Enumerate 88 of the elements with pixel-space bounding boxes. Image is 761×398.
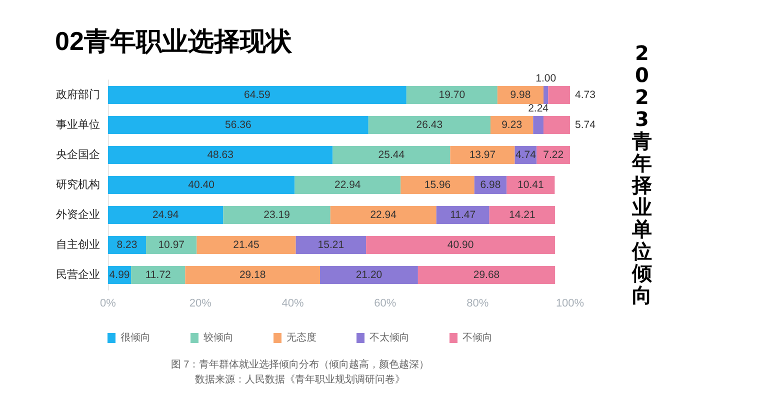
bar xyxy=(548,86,570,104)
data-label: 22.94 xyxy=(334,179,361,191)
data-label: 6.98 xyxy=(480,179,501,191)
bar xyxy=(400,176,474,194)
bar xyxy=(108,86,406,104)
bar xyxy=(320,266,418,284)
caption: 图 7：青年群体就业选择倾向分布（倾向越高，颜色越深） xyxy=(170,358,430,370)
data-label: 29.18 xyxy=(239,269,266,281)
bar xyxy=(108,116,368,134)
bar xyxy=(418,266,556,284)
data-label: 56.36 xyxy=(225,119,252,131)
data-label: 9.23 xyxy=(502,119,522,131)
data-label: 19.70 xyxy=(438,89,466,101)
bar xyxy=(506,176,555,194)
y-tick-label: 事业单位 xyxy=(56,118,100,131)
x-tick-label: 100% xyxy=(556,298,584,310)
data-label: 25.44 xyxy=(378,149,405,161)
data-label: 1.00 xyxy=(536,72,556,84)
bar xyxy=(450,146,515,164)
chart-title: 02青年职业选择现状 xyxy=(55,26,293,56)
bar xyxy=(185,266,320,284)
bar xyxy=(544,86,548,104)
bar xyxy=(366,236,556,254)
x-tick-label: 0% xyxy=(100,298,116,310)
data-label: 4.99 xyxy=(109,269,130,281)
x-tick-label: 60% xyxy=(374,298,396,310)
x-tick-label: 40% xyxy=(282,298,304,310)
y-tick-label: 政府部门 xyxy=(56,88,100,101)
y-tick-label: 自主创业 xyxy=(56,238,100,251)
y-tick-label: 民营企业 xyxy=(56,268,100,281)
legend-label: 不倾向 xyxy=(462,332,492,344)
data-label: 13.97 xyxy=(469,149,496,161)
data-label: 22.94 xyxy=(370,209,397,221)
data-label: 48.63 xyxy=(207,149,234,161)
data-label: 7.22 xyxy=(543,149,564,161)
bar xyxy=(108,206,224,224)
data-label: 24.94 xyxy=(152,209,179,221)
data-label: 14.21 xyxy=(509,209,536,221)
bar xyxy=(489,206,555,224)
bar xyxy=(368,116,490,134)
legend-label: 较倾向 xyxy=(204,332,234,344)
data-label: 21.20 xyxy=(356,269,382,281)
data-label: 15.21 xyxy=(318,239,344,251)
data-label: 10.41 xyxy=(518,179,544,191)
text: 2023青年择业单位倾向 xyxy=(632,41,652,307)
y-tick-label: 央企国企 xyxy=(56,148,100,161)
data-label: 40.90 xyxy=(447,239,474,251)
legend-label: 很倾向 xyxy=(120,332,150,344)
data-label: 10.97 xyxy=(158,239,185,251)
data-label: 23.19 xyxy=(264,209,290,221)
y-tick-label: 外资企业 xyxy=(56,208,100,221)
bar xyxy=(294,176,401,194)
data-label: 5.74 xyxy=(575,119,596,131)
bar xyxy=(533,116,544,134)
bar xyxy=(196,236,296,254)
data-label: 4.73 xyxy=(575,89,596,101)
legend-label: 无态度 xyxy=(286,332,316,344)
bar xyxy=(296,236,366,254)
bar xyxy=(497,86,544,104)
data-label: 15.96 xyxy=(424,179,451,191)
bar xyxy=(332,146,450,164)
bar xyxy=(490,116,534,134)
data-label: 4.74 xyxy=(515,149,536,161)
bar xyxy=(108,146,333,164)
source-note: 数据来源：人民数据《青年职业规划调研问卷》 xyxy=(195,374,405,386)
data-label: 9.98 xyxy=(510,89,531,101)
bar xyxy=(108,176,295,194)
y-tick-label: 研究机构 xyxy=(56,178,100,191)
bar xyxy=(406,86,498,104)
data-label: 11.47 xyxy=(450,209,476,221)
bar xyxy=(536,146,570,164)
bar xyxy=(131,266,186,284)
data-label: 8.23 xyxy=(116,239,138,251)
data-label: 21.45 xyxy=(233,239,260,251)
data-label: 40.40 xyxy=(188,179,215,191)
bar xyxy=(436,206,490,224)
data-label: 2.24 xyxy=(528,102,549,114)
data-label: 64.59 xyxy=(244,89,270,101)
data-label: 26.43 xyxy=(416,119,443,131)
bar xyxy=(146,236,197,254)
x-tick-label: 80% xyxy=(466,298,489,310)
bar xyxy=(543,116,570,134)
x-tick-label: 20% xyxy=(189,298,212,310)
data-label: 29.68 xyxy=(473,269,500,281)
bar xyxy=(330,206,436,224)
bar xyxy=(223,206,330,224)
legend-label: 不太倾向 xyxy=(370,332,410,344)
data-label: 11.72 xyxy=(145,269,172,281)
